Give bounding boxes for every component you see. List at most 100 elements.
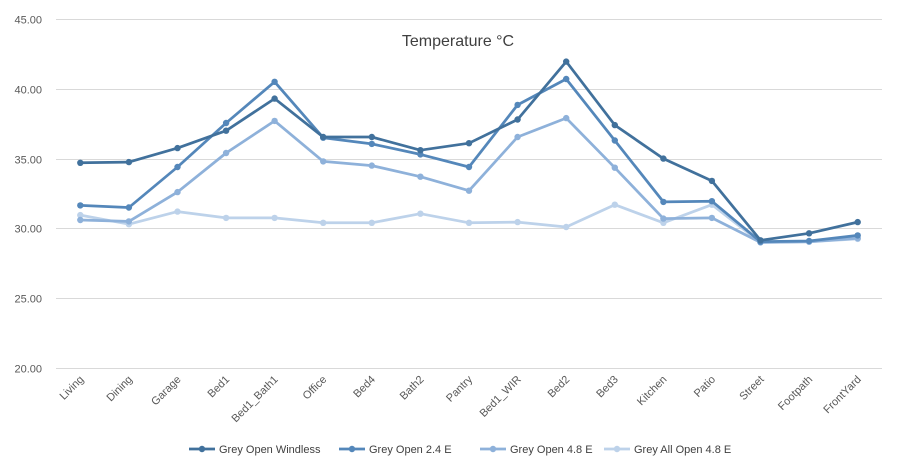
data-point (854, 232, 861, 239)
y-tick-label: 20.00 (14, 364, 42, 376)
data-point (611, 137, 618, 144)
x-tick-label: FrontYard (821, 374, 863, 416)
data-point (563, 58, 570, 65)
data-point (174, 188, 181, 196)
data-point (465, 187, 473, 194)
x-tick-label: Bath2 (398, 374, 427, 403)
x-tick-label: Bed1 (206, 374, 233, 401)
y-tick-label: 40.00 (14, 85, 42, 97)
legend-item: Grey All Open 4.8 E (604, 444, 731, 456)
data-point (465, 163, 473, 171)
data-point (271, 78, 278, 86)
y-tick-label: 45.00 (14, 15, 42, 27)
series-4 (77, 201, 861, 246)
x-tick-label: Kitchen (635, 374, 669, 408)
data-point (320, 158, 327, 165)
x-tick-label: Bed2 (546, 374, 573, 401)
x-tick-label: Dining (104, 374, 135, 405)
legend: Grey Open Windless Grey Open 2.4 E Grey Op… (189, 444, 731, 456)
data-point (77, 202, 84, 209)
x-tick-label: Street (737, 374, 766, 403)
data-point (514, 116, 521, 123)
legend-label: Grey Open 2.4 E (369, 444, 452, 456)
y-tick-label: 30.00 (14, 224, 42, 236)
data-point (77, 159, 84, 166)
series-1 (77, 58, 861, 244)
legend-label: Grey All Open 4.8 E (634, 444, 731, 456)
data-point (320, 219, 327, 226)
data-point (465, 140, 473, 147)
data-point (174, 163, 181, 171)
data-point (514, 101, 521, 109)
data-point (611, 164, 618, 171)
data-point (708, 177, 716, 185)
data-point (805, 230, 813, 237)
data-point (660, 198, 667, 206)
data-point (222, 127, 230, 134)
x-tick-label: Living (58, 374, 87, 403)
data-point (368, 140, 375, 148)
data-point (125, 204, 133, 211)
data-point (854, 218, 861, 226)
data-point (563, 223, 570, 231)
legend-marker (198, 445, 206, 453)
data-point (271, 117, 278, 125)
x-tick-label: Bed1_WIR (478, 374, 524, 420)
y-tick-label: 25.00 (14, 294, 42, 306)
data-point (271, 95, 278, 102)
data-point (563, 75, 570, 83)
chart-title: Temperature °C (402, 33, 514, 50)
data-point (222, 149, 230, 157)
legend-item: Grey Open Windless (189, 444, 321, 456)
gridlines (56, 19, 882, 369)
data-point (611, 201, 618, 208)
legend-label: Grey Open Windless (219, 444, 321, 456)
x-tick-label: Bed1_Bath1 (229, 374, 280, 425)
data-point (417, 173, 424, 180)
x-tick-label: Patio (692, 374, 718, 400)
data-point (222, 119, 230, 127)
data-point (77, 216, 84, 224)
data-point (417, 147, 424, 154)
legend-marker (489, 445, 497, 453)
data-point (708, 214, 716, 222)
x-tick-label: Office (301, 374, 330, 403)
data-point (77, 211, 84, 219)
data-point (222, 214, 230, 222)
data-point (563, 114, 570, 122)
data-point (320, 133, 327, 141)
data-point (174, 208, 181, 215)
data-point (611, 121, 618, 129)
data-point (417, 210, 424, 217)
legend-item: Grey Open 2.4 E (339, 444, 452, 456)
data-point (805, 237, 813, 245)
x-tick-label: Pantry (444, 373, 475, 404)
data-point (514, 133, 521, 141)
legend-label: Grey Open 4.8 E (510, 444, 593, 456)
x-tick-label: Garage (149, 374, 183, 408)
series-lines (77, 58, 861, 246)
x-tick-label: Footpath (776, 374, 815, 413)
data-point (125, 218, 133, 225)
data-point (368, 133, 375, 141)
x-tick-label: Bed3 (594, 374, 621, 401)
data-point (757, 237, 764, 244)
legend-marker (613, 445, 621, 453)
data-point (125, 158, 133, 166)
data-point (368, 219, 375, 226)
data-point (368, 162, 375, 169)
y-tick-label: 35.00 (14, 155, 42, 167)
data-point (174, 144, 181, 152)
data-point (660, 215, 667, 222)
x-tick-label: Bed4 (351, 374, 378, 401)
data-point (660, 155, 667, 162)
data-point (708, 198, 716, 205)
data-point (465, 219, 473, 226)
data-point (514, 218, 521, 226)
data-point (271, 214, 278, 222)
y-axis-ticks: 20.00 25.00 30.00 35.00 40.00 45.00 (14, 15, 42, 376)
legend-marker (348, 445, 356, 453)
